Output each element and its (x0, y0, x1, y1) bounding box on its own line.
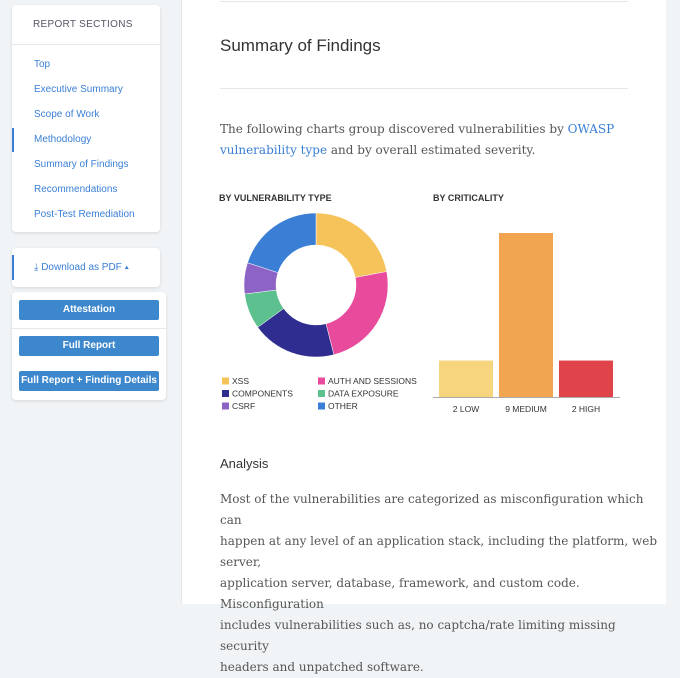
download-menu: Attestation Full Report Full Report + Fi… (12, 292, 166, 400)
section-link[interactable]: Recommendations (34, 184, 118, 195)
option-button[interactable]: Full Report (19, 336, 159, 356)
divider (12, 44, 160, 45)
text: The following charts group discovered vu… (220, 122, 568, 136)
analysis: Most of the vulnerabilities are categori… (220, 489, 660, 678)
option-button[interactable]: Attestation (19, 300, 159, 320)
indicator (12, 255, 14, 280)
analysis-line: includes vulnerabilities such as, no cap… (220, 618, 616, 653)
analysis-heading: Analysis (220, 456, 269, 471)
sections-card: REPORT SECTIONS Top Executive Summary Scop… (12, 5, 160, 232)
analysis-line: happen at any level of an application st… (220, 534, 658, 569)
download-button[interactable]: ⤓ Download as PDF ▴ (34, 262, 129, 273)
divider (12, 328, 166, 329)
heading: Summary of Findings (220, 36, 381, 55)
text: and by overall estimated severity. (327, 143, 536, 157)
section-link[interactable]: Scope of Work (34, 109, 100, 120)
rule (220, 88, 628, 89)
section-link[interactable]: Post-Test Remediation (34, 209, 135, 220)
section-link[interactable]: Top (34, 59, 51, 70)
active-indicator (12, 128, 14, 152)
page: REPORT SECTIONS Top Executive Summary Scop… (12, 0, 666, 674)
analysis-line: application server, database, framework,… (220, 576, 580, 611)
link[interactable]: OWASP vulnerability type (220, 122, 615, 157)
section-link[interactable]: Summary of Findings (34, 159, 129, 170)
rule (220, 1, 628, 2)
section-link[interactable]: Executive Summary (34, 84, 123, 95)
download-label: Download as PDF (41, 262, 122, 273)
option-button[interactable]: Full Report + Finding Details (19, 371, 159, 391)
sections-title: REPORT SECTIONS (33, 19, 133, 30)
section-link[interactable]: Methodology (34, 134, 92, 145)
content: Summary of Findings The following charts… (181, 0, 666, 674)
download-card: ⤓ Download as PDF ▴ (12, 248, 160, 287)
intro: The following charts group discovered vu… (220, 119, 630, 161)
analysis-line: headers and unpatched software. (220, 660, 424, 674)
analysis-line: Most of the vulnerabilities are categori… (220, 492, 644, 527)
